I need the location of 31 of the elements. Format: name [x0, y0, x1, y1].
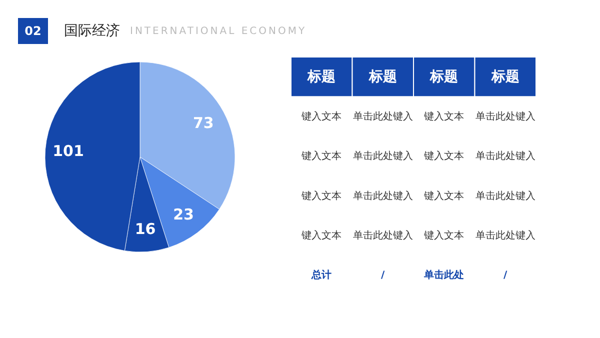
- chart-subtitle: INTERNATIONAL ECONOMY: [130, 26, 307, 36]
- text: 键入文本: [424, 190, 464, 202]
- text: 键入文本: [302, 230, 342, 242]
- text: 键入文本: [424, 230, 464, 242]
- text: 单击此处键入: [475, 190, 536, 202]
- text: 单击此处键入: [475, 112, 536, 122]
- text: 单击此处键入: [352, 112, 413, 122]
- category-label: 标题: [306, 68, 336, 85]
- text: 键入文本: [424, 151, 464, 162]
- text: 单击此处键入: [352, 190, 413, 202]
- data-label: 23: [173, 205, 194, 224]
- text: 02: [18, 18, 48, 44]
- text: 键入文本: [302, 112, 342, 122]
- text: 总计: [312, 270, 332, 282]
- chart-title: 国际经济: [64, 22, 120, 40]
- text: /: [504, 270, 508, 282]
- text: 键入文本: [302, 151, 342, 162]
- text: /: [381, 270, 385, 282]
- text: 单击此处键入: [475, 151, 536, 162]
- data-label: 101: [52, 142, 84, 160]
- text: 键入文本: [302, 190, 342, 202]
- data-label: 16: [134, 220, 156, 238]
- text: 键入文本: [424, 112, 464, 122]
- category-label: 标题: [368, 68, 397, 85]
- text: 单击此处键入: [475, 230, 536, 242]
- data-label: 73: [192, 114, 214, 132]
- text: 单击此处键入: [352, 230, 413, 242]
- category-label: 标题: [490, 68, 520, 85]
- text: 单击此处: [424, 270, 464, 282]
- category-label: 标题: [429, 68, 458, 85]
- text: 单击此处键入: [352, 151, 413, 162]
